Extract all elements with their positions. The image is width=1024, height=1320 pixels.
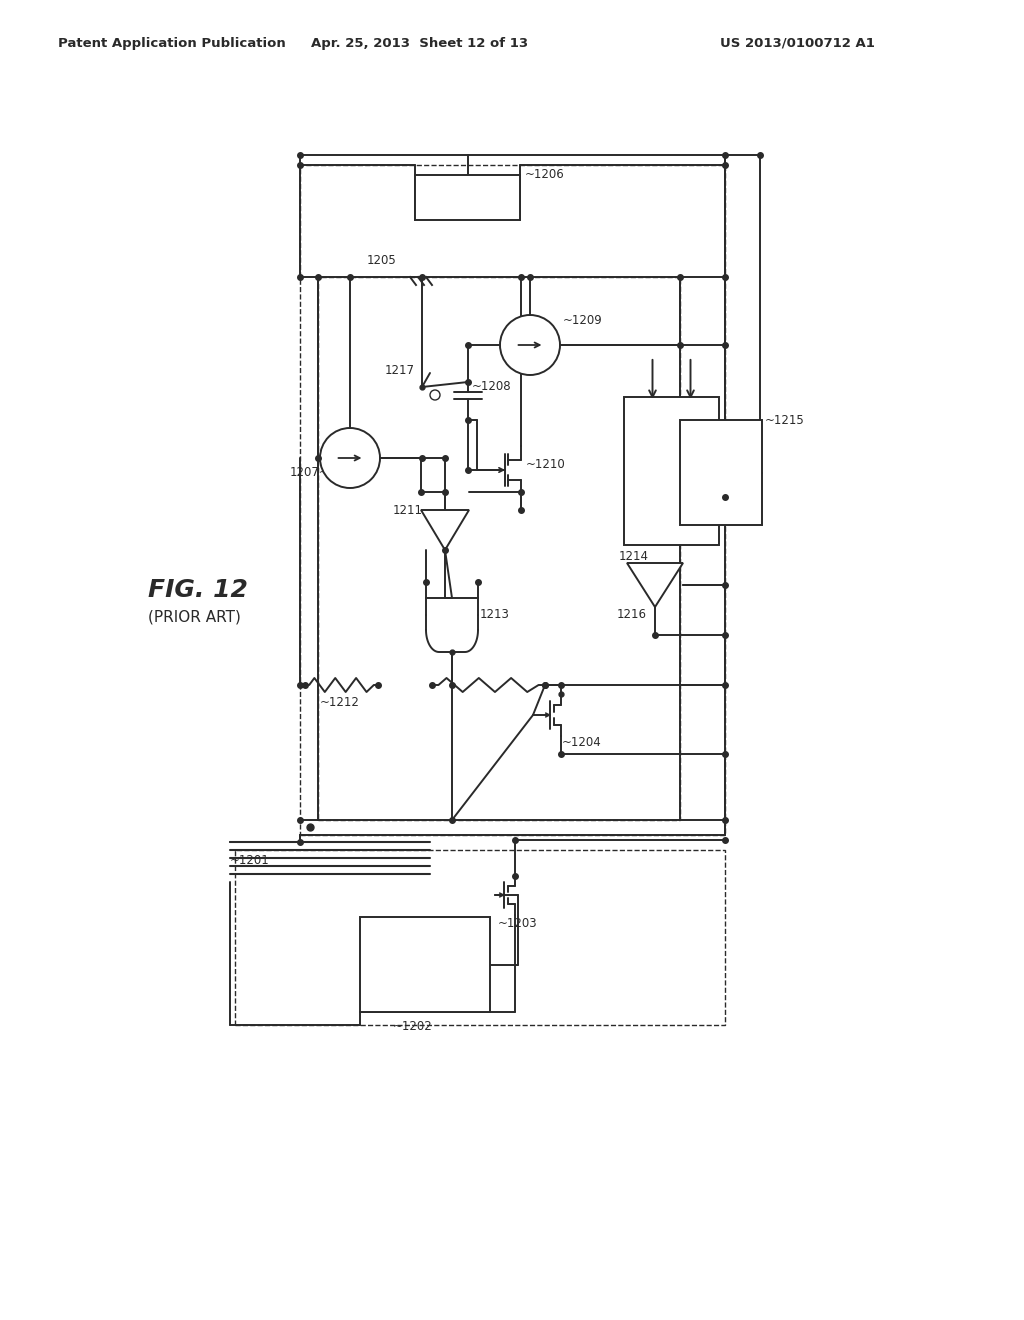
Polygon shape bbox=[421, 510, 469, 550]
Text: 1207~: 1207~ bbox=[290, 466, 330, 479]
Circle shape bbox=[430, 389, 440, 400]
Bar bbox=[300, 165, 725, 836]
Text: 1213: 1213 bbox=[480, 609, 510, 622]
Text: (PRIOR ART): (PRIOR ART) bbox=[148, 610, 241, 624]
Text: ~1208: ~1208 bbox=[472, 380, 512, 393]
Text: 1205: 1205 bbox=[367, 253, 396, 267]
Text: ~1204: ~1204 bbox=[562, 737, 602, 750]
Bar bbox=[680, 420, 762, 525]
Text: FIG. 12: FIG. 12 bbox=[148, 578, 248, 602]
Text: US 2013/0100712 A1: US 2013/0100712 A1 bbox=[720, 37, 874, 50]
Polygon shape bbox=[627, 564, 683, 607]
Bar bbox=[360, 917, 490, 1012]
Bar bbox=[415, 176, 520, 220]
Circle shape bbox=[500, 315, 560, 375]
Text: Apr. 25, 2013  Sheet 12 of 13: Apr. 25, 2013 Sheet 12 of 13 bbox=[311, 37, 528, 50]
Text: ~1203: ~1203 bbox=[498, 917, 538, 931]
Text: ~1209: ~1209 bbox=[563, 314, 603, 326]
Text: ~1210: ~1210 bbox=[526, 458, 565, 471]
Text: ~1202: ~1202 bbox=[392, 1019, 432, 1032]
Bar bbox=[234, 850, 725, 1026]
Text: ~1206: ~1206 bbox=[525, 169, 565, 181]
Circle shape bbox=[319, 428, 380, 488]
Text: ~1201: ~1201 bbox=[230, 854, 269, 866]
Text: 1214: 1214 bbox=[618, 550, 649, 564]
Bar bbox=[318, 277, 680, 820]
Text: ~1212: ~1212 bbox=[319, 697, 359, 710]
Bar bbox=[624, 397, 719, 545]
Text: 1217: 1217 bbox=[385, 363, 415, 376]
Text: 1211: 1211 bbox=[393, 503, 423, 516]
Text: Patent Application Publication: Patent Application Publication bbox=[58, 37, 286, 50]
Text: 1216: 1216 bbox=[617, 609, 647, 622]
Text: ~1215: ~1215 bbox=[765, 413, 805, 426]
